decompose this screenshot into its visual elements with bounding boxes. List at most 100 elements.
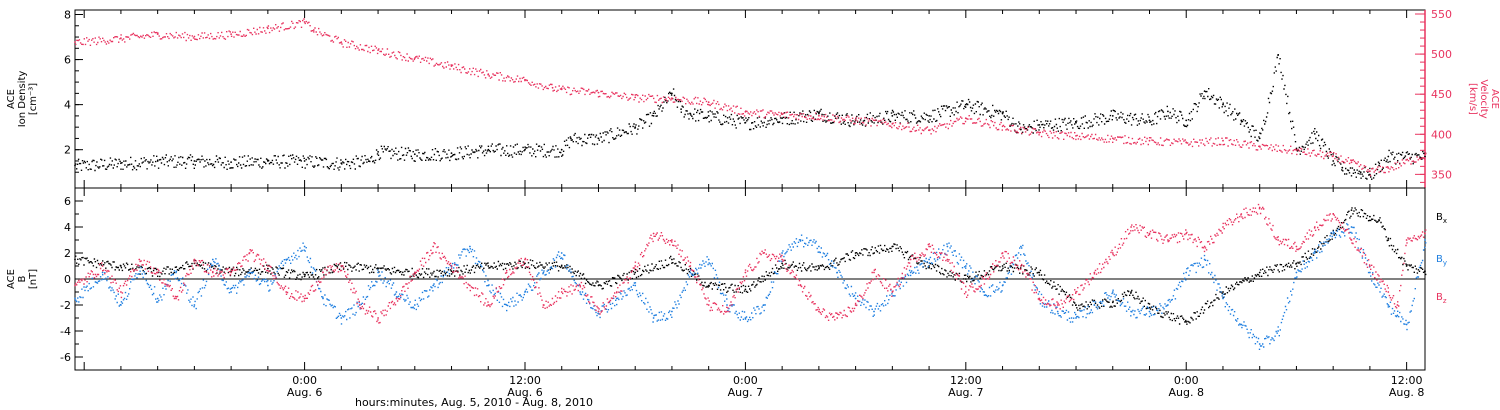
series-by-point — [1203, 258, 1206, 261]
series-by-point — [983, 291, 986, 293]
series-velocity-point — [312, 29, 315, 31]
series-bx-point — [964, 278, 967, 280]
field-tick-label: -4 — [60, 325, 71, 338]
series-velocity-point — [1332, 155, 1335, 157]
series-velocity-point — [551, 86, 554, 89]
series-bx-point — [1075, 304, 1077, 306]
series-by-point — [1056, 310, 1059, 313]
series-bx-point — [450, 270, 453, 273]
series-by-point — [322, 297, 324, 300]
series-bz-point — [340, 265, 343, 267]
series-by-point — [1185, 271, 1188, 274]
series-by — [74, 223, 1427, 350]
series-by-point — [615, 297, 618, 300]
series-velocity-point — [74, 41, 76, 43]
series-bx-point — [1295, 262, 1298, 265]
series-bx-point — [597, 284, 600, 287]
series-ion-density — [74, 54, 1427, 180]
series-bz-point — [1148, 232, 1151, 235]
series-by-point — [1130, 310, 1132, 313]
series-by-point — [211, 258, 214, 261]
series-ion-density-point — [193, 160, 196, 162]
series-velocity-point — [744, 110, 747, 113]
velocity-tick-label: 550 — [1431, 8, 1452, 21]
series-ion-density-point — [560, 148, 563, 151]
series-velocity-point — [818, 114, 820, 117]
series-ion-density-point — [652, 115, 655, 117]
series-bz-point — [193, 258, 196, 261]
series-bz-point — [469, 284, 471, 287]
series-bz-point — [1185, 232, 1188, 235]
series-bz-point — [1093, 271, 1096, 274]
series-by-point — [836, 271, 839, 274]
series-bx-point — [74, 258, 76, 261]
series-velocity-point — [1424, 153, 1426, 156]
series-velocity-points — [75, 18, 1427, 177]
series-by-point — [285, 258, 288, 261]
velocity-tick-label: 350 — [1431, 168, 1452, 181]
series-bx-point — [267, 267, 269, 270]
series-ion-density-points — [75, 54, 1427, 180]
series-bz-point — [744, 271, 747, 274]
plasma-frame — [74, 9, 1426, 189]
field-tick-label: 0 — [64, 273, 71, 286]
series-bx-point — [707, 284, 710, 287]
series-bz-point — [818, 310, 820, 313]
series-bx-point — [487, 265, 490, 267]
series-bz-point — [1369, 265, 1371, 267]
series-ion-density-point — [487, 148, 490, 151]
series-bz-point — [542, 304, 545, 306]
series-bz-point — [1222, 226, 1224, 228]
series-bz-point — [707, 304, 710, 306]
series-velocity-point — [230, 33, 233, 35]
series-by-point — [120, 304, 122, 306]
series-ion-density-point — [1258, 137, 1261, 140]
series-bx-point — [818, 267, 820, 270]
series-ion-density-point — [1424, 155, 1426, 158]
series-bz-points — [75, 203, 1427, 324]
series-bz-point — [1020, 265, 1022, 267]
series-bz-point — [928, 245, 930, 248]
series-bz-point — [909, 258, 912, 261]
series-by-point — [542, 271, 545, 274]
series-bz-point — [854, 304, 857, 306]
series-by-point — [671, 310, 673, 313]
series-bz-point — [156, 271, 159, 274]
series-bz-point — [781, 258, 783, 261]
series-velocity-point — [1148, 139, 1151, 142]
series-ion-density-point — [1332, 160, 1335, 162]
series-bz-point — [377, 317, 379, 319]
series-by-point — [505, 304, 508, 306]
series-by-point — [524, 291, 526, 293]
x-tick-date: Aug. 6 — [287, 386, 322, 399]
series-velocity-point — [1075, 135, 1077, 137]
series-bx-point — [1258, 271, 1261, 274]
series-velocity-point — [781, 113, 783, 116]
series-by-point — [652, 317, 655, 319]
velocity-axis-label: ACEVelocity[km/s] — [1467, 79, 1500, 118]
series-bz-point — [1001, 252, 1004, 254]
series-by-point — [230, 291, 233, 293]
series-bz-point — [1240, 213, 1243, 215]
series-by-point — [1093, 304, 1096, 306]
series-by-point — [946, 245, 949, 248]
series-bz-point — [597, 310, 600, 313]
series-ion-density-point — [267, 160, 269, 162]
series-by-point — [267, 284, 269, 287]
series-velocity-point — [964, 117, 967, 120]
series-bz-point — [873, 271, 875, 274]
legend-label-base: B — [1436, 292, 1443, 303]
series-bz-point — [1258, 206, 1261, 209]
series-by-point — [928, 258, 930, 261]
series-ion-density-point — [818, 112, 820, 115]
series-velocity-point — [413, 57, 416, 59]
field-tick-label: -6 — [60, 351, 71, 364]
series-ion-density-point — [1378, 164, 1380, 167]
series-bz-point — [175, 297, 177, 300]
series-by-point — [762, 304, 765, 306]
series-velocity-point — [560, 88, 563, 91]
series-bz-point — [1167, 239, 1169, 241]
series-ion-density-point — [524, 148, 526, 151]
